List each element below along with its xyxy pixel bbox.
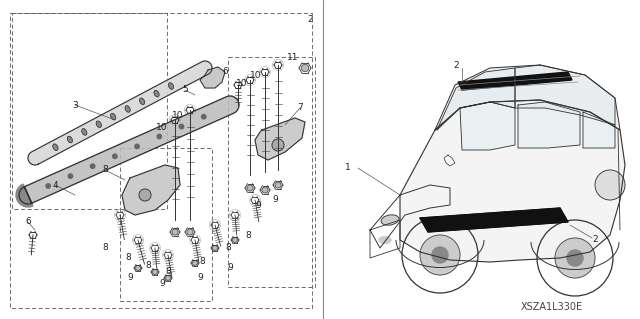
Circle shape (135, 144, 140, 149)
Ellipse shape (53, 144, 58, 151)
Text: 7: 7 (297, 103, 303, 113)
Circle shape (193, 261, 197, 265)
Text: 2: 2 (307, 16, 313, 25)
Circle shape (420, 235, 460, 275)
Circle shape (187, 229, 193, 235)
Text: 6: 6 (222, 68, 228, 77)
Circle shape (272, 139, 284, 151)
Circle shape (432, 247, 448, 263)
Circle shape (179, 124, 184, 129)
Bar (228, 57, 315, 287)
Ellipse shape (67, 136, 72, 143)
Circle shape (555, 238, 595, 278)
Text: 9: 9 (255, 201, 261, 210)
Circle shape (152, 270, 157, 274)
Text: XSZA1L330E: XSZA1L330E (521, 302, 583, 312)
Polygon shape (400, 100, 625, 262)
Circle shape (202, 115, 206, 119)
Ellipse shape (82, 129, 87, 135)
Text: 3: 3 (72, 100, 78, 109)
Ellipse shape (379, 236, 391, 243)
Text: 1: 1 (345, 164, 351, 173)
Ellipse shape (168, 83, 173, 89)
Text: 6: 6 (25, 218, 31, 226)
Circle shape (275, 182, 281, 188)
Ellipse shape (381, 215, 399, 225)
Polygon shape (19, 96, 239, 204)
Polygon shape (515, 65, 615, 125)
Text: 10: 10 (172, 110, 184, 120)
Circle shape (262, 187, 268, 193)
Circle shape (68, 174, 72, 178)
Circle shape (595, 170, 625, 200)
Circle shape (113, 154, 117, 159)
Circle shape (247, 185, 253, 191)
Text: 8: 8 (165, 268, 171, 277)
Circle shape (139, 189, 151, 201)
Text: 8: 8 (145, 261, 151, 270)
Polygon shape (122, 165, 180, 215)
Ellipse shape (111, 113, 116, 120)
Text: 9: 9 (197, 273, 203, 283)
Text: 2: 2 (592, 235, 598, 244)
Text: 5: 5 (182, 85, 188, 94)
Text: 9: 9 (272, 196, 278, 204)
Text: 8: 8 (225, 243, 231, 253)
Text: 8: 8 (102, 166, 108, 174)
Circle shape (46, 184, 51, 188)
Polygon shape (420, 208, 568, 232)
Text: 9: 9 (159, 279, 165, 288)
Text: 8: 8 (125, 254, 131, 263)
Text: 4: 4 (52, 181, 58, 189)
Polygon shape (583, 112, 615, 148)
Text: 11: 11 (287, 54, 299, 63)
Polygon shape (460, 102, 515, 150)
Circle shape (567, 250, 583, 266)
Circle shape (232, 238, 237, 242)
Text: 10: 10 (156, 123, 168, 132)
Circle shape (301, 64, 308, 71)
Text: 10: 10 (236, 78, 248, 87)
Polygon shape (200, 67, 225, 88)
Polygon shape (255, 118, 305, 160)
Circle shape (90, 164, 95, 168)
Text: 2: 2 (453, 61, 459, 70)
Text: 8: 8 (199, 257, 205, 266)
Polygon shape (518, 102, 580, 148)
Text: 9: 9 (227, 263, 233, 272)
Polygon shape (28, 61, 212, 165)
Polygon shape (435, 65, 620, 130)
Polygon shape (16, 184, 33, 207)
Circle shape (136, 266, 140, 271)
Text: 9: 9 (127, 273, 133, 283)
Text: 10: 10 (250, 71, 262, 80)
Ellipse shape (96, 121, 101, 128)
Circle shape (157, 134, 161, 139)
Text: 8: 8 (102, 243, 108, 253)
Polygon shape (437, 68, 515, 130)
Ellipse shape (140, 98, 145, 105)
Ellipse shape (154, 90, 159, 97)
Circle shape (166, 276, 170, 280)
Bar (120, 148, 212, 301)
Ellipse shape (125, 106, 130, 112)
Bar (10, 13, 312, 308)
Polygon shape (458, 72, 572, 90)
Bar (12, 13, 167, 209)
Circle shape (172, 229, 178, 235)
Text: 8: 8 (245, 232, 251, 241)
Circle shape (212, 246, 218, 250)
